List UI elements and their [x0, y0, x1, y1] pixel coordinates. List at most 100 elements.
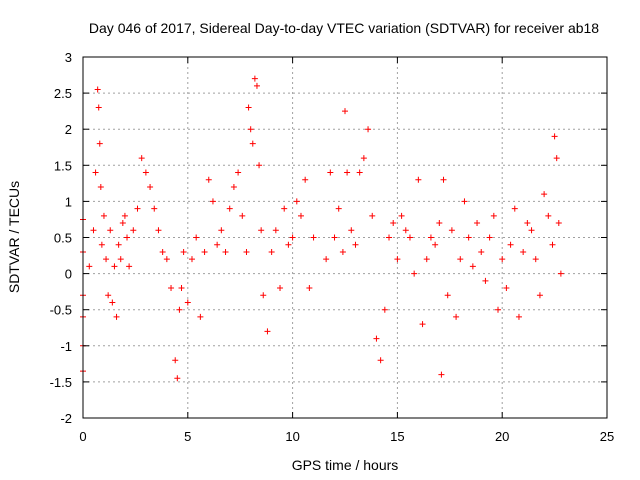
data-point	[482, 277, 489, 284]
data-point	[423, 256, 430, 263]
data-point	[209, 198, 216, 205]
data-point	[339, 248, 346, 255]
data-point	[335, 205, 342, 212]
data-point	[549, 241, 556, 248]
data-point	[197, 313, 204, 320]
data-point	[235, 169, 242, 176]
data-point	[268, 248, 275, 255]
data-point	[264, 328, 271, 335]
data-point	[124, 234, 131, 241]
data-point	[365, 126, 372, 133]
y-tick-label: 2.5	[54, 86, 72, 101]
data-point	[327, 169, 334, 176]
data-point	[411, 270, 418, 277]
data-point	[226, 205, 233, 212]
data-point	[406, 234, 413, 241]
data-point	[100, 212, 107, 219]
data-point	[356, 169, 363, 176]
x-tick-label: 10	[285, 429, 299, 444]
data-point	[457, 256, 464, 263]
data-point	[432, 241, 439, 248]
data-point	[117, 256, 124, 263]
y-tick-label: 0	[65, 267, 72, 282]
data-point	[536, 292, 543, 299]
data-point	[155, 227, 162, 234]
data-point	[415, 176, 422, 183]
data-point	[201, 248, 208, 255]
x-tick-label: 0	[79, 429, 86, 444]
data-point	[352, 241, 359, 248]
data-point	[142, 169, 149, 176]
data-point	[511, 205, 518, 212]
data-point	[90, 227, 97, 234]
data-point	[344, 169, 351, 176]
data-point	[532, 256, 539, 263]
y-tick-label: 1.5	[54, 158, 72, 173]
data-point	[111, 263, 118, 270]
data-point	[507, 241, 514, 248]
data-point	[469, 263, 476, 270]
data-point	[541, 191, 548, 198]
y-tick-label: 2	[65, 122, 72, 137]
data-point	[281, 205, 288, 212]
data-point	[377, 357, 384, 364]
data-point	[293, 198, 300, 205]
data-point	[214, 241, 221, 248]
data-point	[193, 234, 200, 241]
data-point	[503, 285, 510, 292]
y-tick-label: -2	[60, 411, 72, 426]
data-point	[258, 227, 265, 234]
data-point	[285, 241, 292, 248]
data-point	[147, 183, 154, 190]
data-point	[438, 371, 445, 378]
data-point	[386, 234, 393, 241]
data-point	[260, 292, 267, 299]
data-point	[528, 227, 535, 234]
data-point	[178, 285, 185, 292]
data-point	[105, 292, 112, 299]
data-point	[310, 234, 317, 241]
data-point	[444, 292, 451, 299]
data-point	[86, 263, 93, 270]
data-point	[96, 140, 103, 147]
data-point	[394, 256, 401, 263]
data-point	[97, 183, 104, 190]
data-point	[486, 234, 493, 241]
data-point	[461, 198, 468, 205]
x-tick-label: 25	[600, 429, 614, 444]
data-point	[134, 205, 141, 212]
data-point	[557, 270, 564, 277]
y-tick-label: -0.5	[50, 303, 72, 318]
data-point	[478, 248, 485, 255]
data-point	[94, 86, 101, 93]
data-point	[277, 285, 284, 292]
data-point	[402, 227, 409, 234]
data-point	[107, 227, 114, 234]
data-point	[188, 256, 195, 263]
data-point	[360, 155, 367, 162]
data-point	[524, 220, 531, 227]
data-point	[373, 335, 380, 342]
data-point	[95, 104, 102, 111]
data-point	[163, 256, 170, 263]
data-point	[218, 227, 225, 234]
data-point	[121, 212, 128, 219]
x-tick-label: 20	[495, 429, 509, 444]
data-point	[551, 133, 558, 140]
data-point	[465, 234, 472, 241]
data-point	[98, 241, 105, 248]
data-point	[180, 248, 187, 255]
data-point	[176, 306, 183, 313]
data-point	[245, 104, 252, 111]
y-tick-label: 1	[65, 194, 72, 209]
data-point	[168, 285, 175, 292]
x-tick-label: 5	[184, 429, 191, 444]
data-point	[272, 227, 279, 234]
data-point	[249, 140, 256, 147]
x-axis-label: GPS time / hours	[292, 457, 399, 473]
data-point	[205, 176, 212, 183]
axis-ticks: -2 -1.5 -1 -0.5 0 0.5 1 1.5 2 2.5 3 0 5 10 15 20 25	[50, 50, 615, 444]
y-tick-label: -1	[60, 339, 72, 354]
data-point	[553, 155, 560, 162]
data-point	[172, 357, 179, 364]
